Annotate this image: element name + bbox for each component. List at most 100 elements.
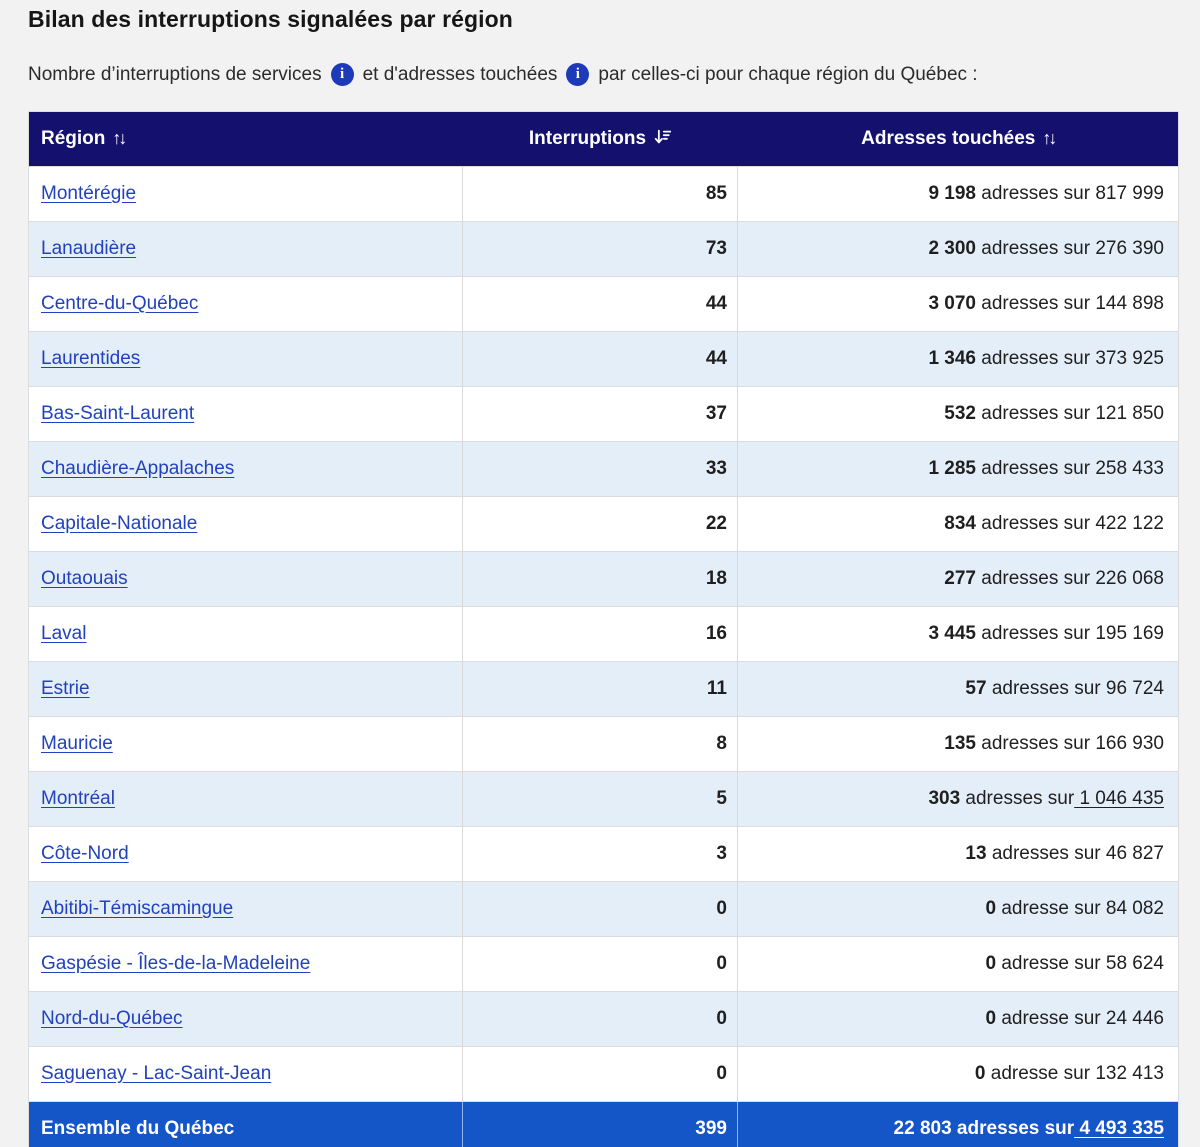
region-link[interactable]: Gaspésie - Îles-de-la-Madeleine — [41, 953, 311, 974]
touched-middle: adresses sur — [986, 843, 1106, 864]
touched-value: 13 — [965, 843, 987, 864]
region-link[interactable]: Capitale-Nationale — [41, 513, 198, 534]
interruptions-value: 0 — [462, 991, 738, 1047]
table-row: Capitale-Nationale 22 834 adresses sur 4… — [28, 496, 1179, 552]
interruptions-value: 16 — [462, 606, 738, 662]
touched-middle: adresses sur — [975, 293, 1096, 314]
addresses-cell: 13 adresses sur 46 827 — [737, 826, 1179, 882]
region-link[interactable]: Montréal — [41, 788, 115, 809]
region-link[interactable]: Laurentides — [41, 348, 141, 369]
interruptions-value: 22 — [462, 496, 738, 552]
touched-value: 57 — [965, 678, 987, 699]
touched-middle: adresses sur — [975, 348, 1096, 369]
touched-middle: adresse sur — [996, 898, 1106, 919]
region-link[interactable]: Côte-Nord — [41, 843, 129, 864]
region-cell: Lanaudière — [28, 221, 463, 277]
interruptions-value: 73 — [462, 221, 738, 277]
touched-middle: adresses sur — [975, 183, 1096, 204]
region-link[interactable]: Chaudière-Appalaches — [41, 458, 235, 479]
touched-value: 135 — [944, 733, 976, 754]
addresses-cell: 834 adresses sur 422 122 — [737, 496, 1179, 552]
touched-middle: adresses sur — [975, 403, 1096, 424]
region-link[interactable]: Laval — [41, 623, 87, 644]
touched-value: 532 — [944, 403, 976, 424]
touched-total: 132 413 — [1095, 1063, 1164, 1084]
info-icon[interactable]: i — [566, 63, 590, 86]
region-link[interactable]: Estrie — [41, 678, 90, 699]
column-header-interruptions[interactable]: Interruptions — [462, 111, 738, 167]
subtitle: Nombre d’interruptions de services i et … — [28, 63, 1178, 86]
touched-middle: adresses sur — [975, 458, 1096, 479]
region-link[interactable]: Nord-du-Québec — [41, 1008, 183, 1029]
column-header-region-label: Région — [41, 128, 106, 149]
touched-middle: adresses sur — [975, 513, 1096, 534]
interruptions-value: 44 — [462, 331, 738, 387]
touched-value: 3 070 — [928, 293, 976, 314]
touched-total: 84 082 — [1105, 898, 1164, 919]
addresses-cell: 0 adresse sur 132 413 — [737, 1046, 1179, 1102]
touched-middle: adresses sur — [975, 623, 1096, 644]
touched-total: 46 827 — [1105, 843, 1164, 864]
interruptions-value: 44 — [462, 276, 738, 332]
interruptions-value: 0 — [462, 1046, 738, 1102]
region-link[interactable]: Outaouais — [41, 568, 128, 589]
footer-touched-value: 22 803 — [893, 1118, 952, 1139]
touched-total: 121 850 — [1095, 403, 1164, 424]
region-cell: Nord-du-Québec — [28, 991, 463, 1047]
addresses-cell: 0 adresse sur 84 082 — [737, 881, 1179, 937]
footer-touched-total[interactable]: 4 493 335 — [1074, 1118, 1164, 1139]
sort-updown-icon: ↑↓ — [112, 128, 127, 148]
touched-value: 3 445 — [928, 623, 976, 644]
region-link[interactable]: Saguenay - Lac-Saint-Jean — [41, 1063, 272, 1084]
touched-total[interactable]: 1 046 435 — [1074, 788, 1164, 809]
addresses-cell: 0 adresse sur 24 446 — [737, 991, 1179, 1047]
touched-total: 24 446 — [1105, 1008, 1164, 1029]
subtitle-text-1: Nombre d’interruptions de services — [28, 63, 322, 85]
region-link[interactable]: Lanaudière — [41, 238, 137, 259]
table-row: Lanaudière 73 2 300 adresses sur 276 390 — [28, 221, 1179, 277]
touched-total: 195 169 — [1095, 623, 1164, 644]
touched-value: 303 — [928, 788, 961, 809]
addresses-cell: 9 198 adresses sur 817 999 — [737, 166, 1179, 222]
column-header-region[interactable]: Région ↑↓ — [28, 111, 463, 167]
interruptions-value: 5 — [462, 771, 738, 827]
touched-value: 1 346 — [928, 348, 976, 369]
info-icon[interactable]: i — [330, 63, 354, 86]
touched-value: 1 285 — [928, 458, 976, 479]
column-header-addresses[interactable]: Adresses touchées ↑↓ — [737, 111, 1179, 167]
region-cell: Outaouais — [28, 551, 463, 607]
interruptions-table: Région ↑↓ Interruptions Adresses touchées… — [28, 111, 1179, 1147]
interruptions-value: 8 — [462, 716, 738, 772]
region-link[interactable]: Abitibi-Témiscamingue — [41, 898, 234, 919]
touched-total: 166 930 — [1095, 733, 1164, 754]
sort-updown-icon: ↑↓ — [1042, 128, 1057, 148]
interruptions-value: 0 — [462, 936, 738, 992]
interruptions-value: 85 — [462, 166, 738, 222]
table-header: Région ↑↓ Interruptions Adresses touchées… — [28, 111, 1179, 167]
touched-middle: adresse sur — [985, 1063, 1096, 1084]
interruptions-value: 0 — [462, 881, 738, 937]
table-row: Laval 16 3 445 adresses sur 195 169 — [28, 606, 1179, 662]
region-cell: Montréal — [28, 771, 463, 827]
region-cell: Côte-Nord — [28, 826, 463, 882]
addresses-cell: 1 285 adresses sur 258 433 — [737, 441, 1179, 497]
addresses-cell: 135 adresses sur 166 930 — [737, 716, 1179, 772]
touched-value: 0 — [985, 1008, 997, 1029]
touched-total: 817 999 — [1095, 183, 1164, 204]
touched-total: 58 624 — [1105, 953, 1164, 974]
addresses-cell: 1 346 adresses sur 373 925 — [737, 331, 1179, 387]
region-link[interactable]: Bas-Saint-Laurent — [41, 403, 195, 424]
region-cell: Laval — [28, 606, 463, 662]
table-row: Saguenay - Lac-Saint-Jean 0 0 adresse su… — [28, 1046, 1179, 1102]
region-cell: Laurentides — [28, 331, 463, 387]
region-cell: Montérégie — [28, 166, 463, 222]
table-row: Bas-Saint-Laurent 37 532 adresses sur 12… — [28, 386, 1179, 442]
region-link[interactable]: Centre-du-Québec — [41, 293, 199, 314]
region-link[interactable]: Montérégie — [41, 183, 137, 204]
table-row: Montréal 5 303 adresses sur 1 046 435 — [28, 771, 1179, 827]
addresses-cell: 57 adresses sur 96 724 — [737, 661, 1179, 717]
region-cell: Estrie — [28, 661, 463, 717]
interruptions-value: 11 — [462, 661, 738, 717]
region-link[interactable]: Mauricie — [41, 733, 113, 754]
table-row: Nord-du-Québec 0 0 adresse sur 24 446 — [28, 991, 1179, 1047]
